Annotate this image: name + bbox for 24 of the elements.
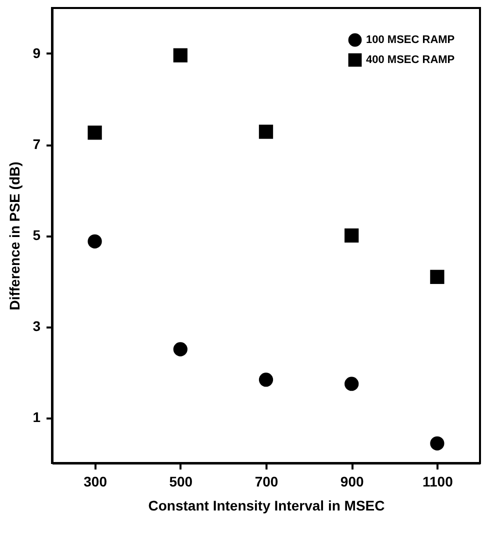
point xyxy=(88,126,102,140)
y-tick-label: 1 xyxy=(32,409,41,425)
x-tick-label: 300 xyxy=(84,474,108,490)
y-tick-label: 9 xyxy=(32,45,41,61)
point xyxy=(173,342,188,356)
point xyxy=(430,270,444,284)
point xyxy=(173,48,188,62)
y-tick-label: 3 xyxy=(32,318,41,334)
y-tick-label: 7 xyxy=(32,136,41,152)
point xyxy=(344,228,359,243)
x-tick-label: 500 xyxy=(169,474,193,490)
y-axis-title: Difference in PSE (dB) xyxy=(6,162,23,310)
point xyxy=(430,436,444,450)
legend-label: 400 MSEC RAMP xyxy=(366,54,455,66)
x-axis-title: Constant Intensity Interval in MSEC xyxy=(148,498,385,514)
y-tick-label: 5 xyxy=(32,227,41,243)
x-tick-label: 1100 xyxy=(422,474,454,490)
point xyxy=(258,372,274,387)
point xyxy=(88,234,102,248)
x-tick-label: 900 xyxy=(340,474,364,490)
x-tick-label: 700 xyxy=(254,474,278,490)
point xyxy=(344,376,359,391)
point xyxy=(258,124,274,139)
legend-label: 100 MSEC RAMP xyxy=(366,34,455,46)
